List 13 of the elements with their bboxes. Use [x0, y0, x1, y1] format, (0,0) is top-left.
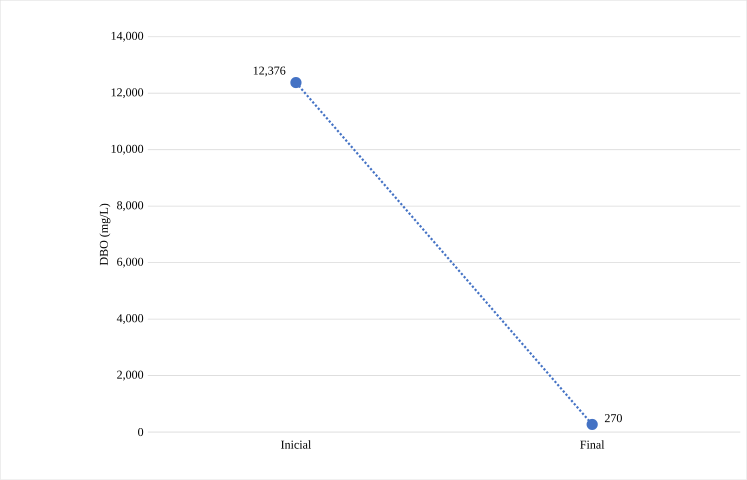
x-tick-label: Final — [580, 440, 604, 449]
y-tick-label: 12,000 — [112, 88, 144, 98]
y-tick-label: 6,000 — [117, 258, 144, 268]
y-tick-label: 2,000 — [117, 370, 144, 381]
y-tick-label: 4,000 — [116, 314, 144, 324]
data-label: 12,376 — [254, 66, 286, 76]
x-tick-label: Inicial — [281, 440, 312, 449]
y-axis-title: DBO (mg/L) — [99, 204, 110, 266]
y-tick-label: 0 — [138, 428, 144, 436]
y-tick-label: 10,000 — [112, 144, 144, 155]
y-tick-label: 8,000 — [117, 201, 144, 212]
y-tick-label: 14,000 — [112, 32, 144, 42]
data-label: 270 — [604, 414, 622, 422]
